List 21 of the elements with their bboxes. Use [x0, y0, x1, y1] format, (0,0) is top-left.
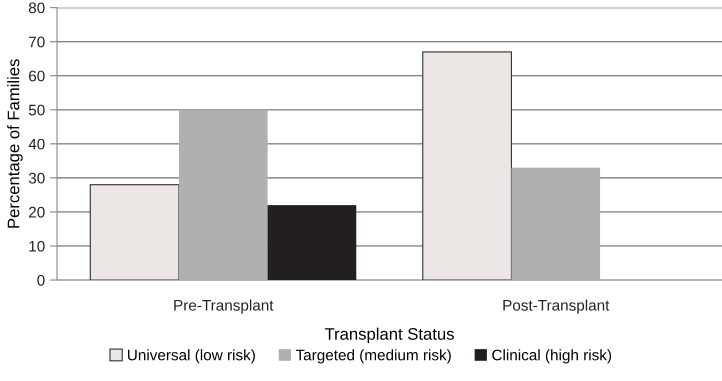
- y-tick-label: 0: [37, 274, 45, 286]
- legend-label: Universal (low risk): [128, 349, 255, 364]
- x-tick-label: Pre-Transplant: [174, 299, 274, 314]
- y-tick-label: 60: [29, 70, 45, 82]
- bar: [511, 168, 600, 280]
- bar: [422, 51, 512, 280]
- bar: [268, 205, 356, 280]
- y-tick-label: 50: [28, 104, 45, 116]
- x-tick-label: Post-Transplant: [503, 299, 610, 314]
- y-tick-label: 70: [29, 36, 45, 48]
- y-tick-label: 80: [28, 2, 45, 14]
- y-tick-label: 30: [28, 172, 45, 184]
- legend-label: Clinical (high risk): [492, 349, 612, 364]
- y-tick-label: 40: [28, 138, 45, 150]
- bar: [90, 184, 180, 280]
- y-tick-label: 20: [29, 206, 45, 218]
- bar: [178, 110, 268, 280]
- x-axis-title: Transplant Status: [324, 328, 454, 344]
- legend-label: Targeted (medium risk): [296, 349, 451, 364]
- y-tick-label: 10: [29, 240, 45, 252]
- y-axis-title: Percentage of Families: [7, 59, 23, 228]
